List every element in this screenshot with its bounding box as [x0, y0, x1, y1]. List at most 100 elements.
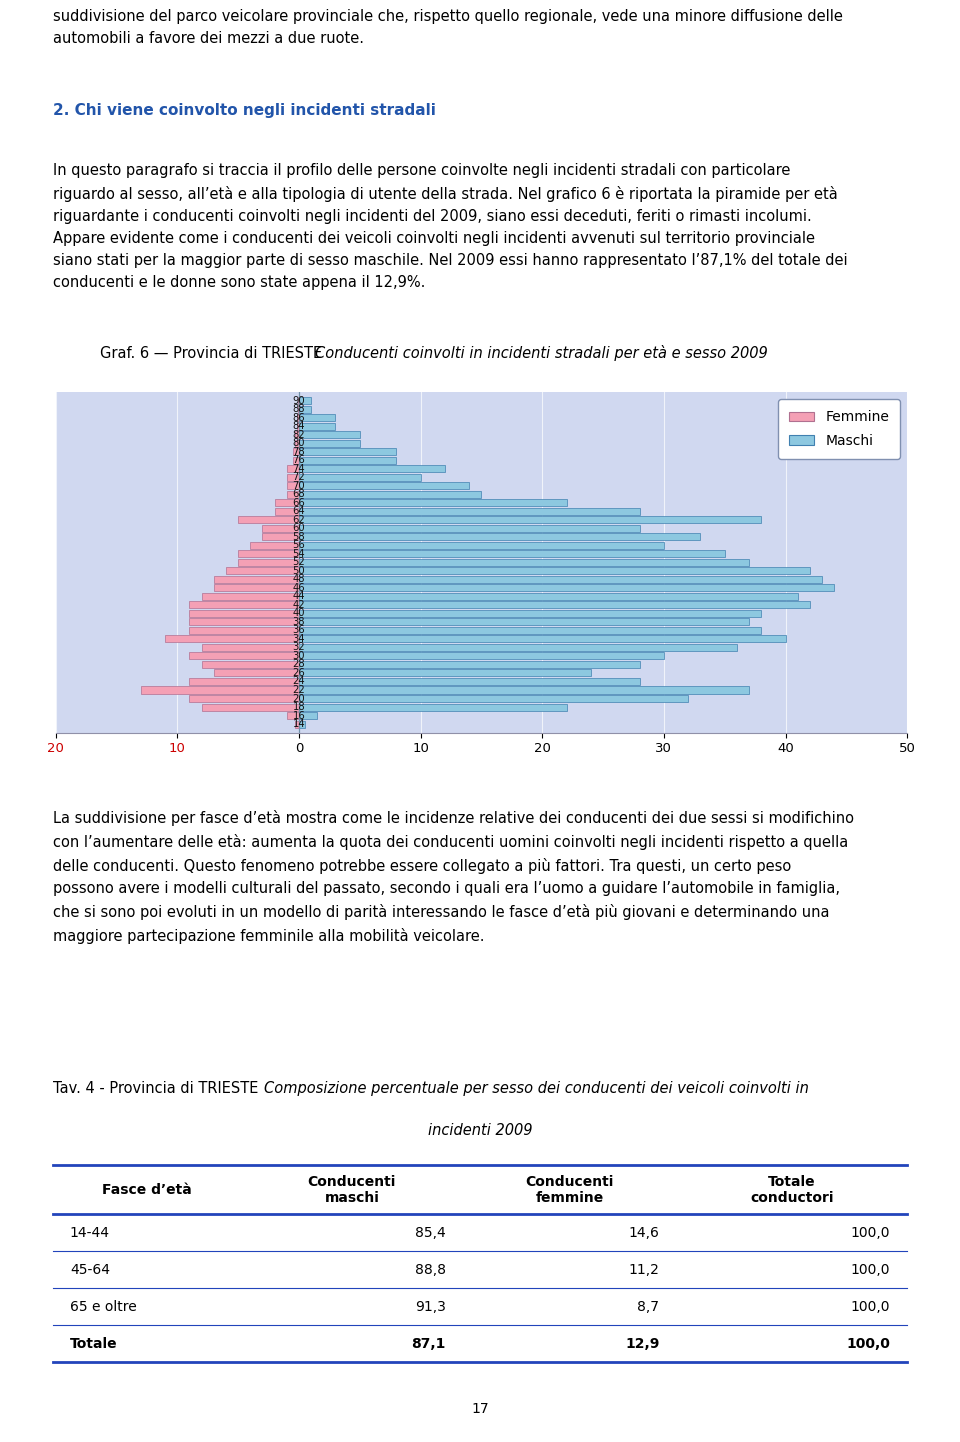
Bar [299, 423, 335, 430]
Text: Totale
conductori: Totale conductori [750, 1175, 833, 1206]
Text: 14-44: 14-44 [70, 1226, 109, 1240]
Bar [299, 669, 591, 676]
Text: 12,9: 12,9 [625, 1337, 660, 1351]
Bar [189, 695, 299, 702]
Bar [299, 712, 317, 720]
Bar [299, 686, 749, 694]
Text: La suddivisione per fasce d’età mostra come le incidenze relative dei conducenti: La suddivisione per fasce d’età mostra c… [53, 810, 853, 945]
Bar [299, 542, 664, 549]
Text: 90: 90 [293, 395, 305, 405]
Text: 36: 36 [293, 626, 305, 636]
Bar [251, 542, 299, 549]
Text: 91,3: 91,3 [415, 1299, 445, 1314]
Text: 62: 62 [293, 515, 305, 525]
Text: 30: 30 [293, 650, 305, 660]
Text: 48: 48 [293, 574, 305, 584]
Bar [299, 704, 566, 711]
Text: Conducenti
maschi: Conducenti maschi [307, 1175, 396, 1206]
Text: 65 e oltre: 65 e oltre [70, 1299, 136, 1314]
Bar [299, 466, 444, 473]
Text: 11,2: 11,2 [629, 1263, 660, 1276]
Bar [299, 584, 834, 591]
Bar [297, 414, 299, 421]
Bar [287, 712, 299, 720]
Bar [299, 397, 311, 404]
Bar [189, 601, 299, 609]
Text: 32: 32 [293, 643, 305, 652]
Text: 38: 38 [293, 617, 305, 627]
Bar [202, 593, 299, 600]
Text: 50: 50 [293, 565, 305, 575]
Bar [299, 678, 639, 685]
Bar [298, 405, 299, 412]
Bar [299, 431, 360, 438]
Text: 87,1: 87,1 [412, 1337, 445, 1351]
Text: 44: 44 [293, 591, 305, 601]
Text: In questo paragrafo si traccia il profilo delle persone coinvolte negli incident: In questo paragrafo si traccia il profil… [53, 163, 848, 290]
Bar [299, 593, 798, 600]
Bar [299, 721, 305, 728]
Text: 66: 66 [293, 497, 305, 508]
Text: 58: 58 [293, 532, 305, 542]
Bar [287, 466, 299, 473]
Bar [238, 516, 299, 523]
Bar [165, 636, 299, 643]
Text: Composizione percentuale per sesso dei conducenti dei veicoli coinvolti in: Composizione percentuale per sesso dei c… [264, 1082, 808, 1096]
Bar [299, 619, 749, 626]
Text: 60: 60 [293, 523, 305, 534]
Text: 54: 54 [293, 549, 305, 559]
Bar [287, 482, 299, 489]
Bar [287, 474, 299, 480]
Bar [262, 525, 299, 532]
Text: incidenti 2009: incidenti 2009 [428, 1123, 532, 1138]
Bar [299, 551, 725, 558]
Bar [299, 516, 761, 523]
Bar [202, 645, 299, 650]
Text: 45-64: 45-64 [70, 1263, 109, 1276]
Text: 76: 76 [293, 456, 305, 466]
Bar [299, 559, 749, 565]
Bar [299, 645, 737, 650]
Text: 22: 22 [293, 685, 305, 695]
Bar [299, 660, 639, 668]
Bar [299, 482, 469, 489]
Bar [238, 551, 299, 558]
Bar [141, 686, 299, 694]
Text: 17: 17 [471, 1402, 489, 1416]
Text: 84: 84 [293, 421, 305, 431]
Bar [214, 584, 299, 591]
Text: 40: 40 [293, 609, 305, 619]
Text: 88,8: 88,8 [415, 1263, 445, 1276]
Text: 20: 20 [293, 694, 305, 704]
Bar [299, 567, 810, 574]
Bar [202, 704, 299, 711]
Text: Tav. 4 - Provincia di TRIESTE: Tav. 4 - Provincia di TRIESTE [53, 1082, 263, 1096]
Bar [214, 669, 299, 676]
Bar [299, 457, 396, 464]
Bar [299, 575, 822, 583]
Text: 78: 78 [293, 447, 305, 457]
Bar [299, 652, 664, 659]
Text: 26: 26 [293, 668, 305, 678]
Text: 68: 68 [293, 489, 305, 499]
Bar [299, 601, 810, 609]
Text: 14,6: 14,6 [629, 1226, 660, 1240]
Bar [189, 678, 299, 685]
Text: 34: 34 [293, 634, 305, 645]
Bar [226, 567, 299, 574]
Text: 64: 64 [293, 506, 305, 516]
Bar [189, 652, 299, 659]
Legend: Femmine, Maschi: Femmine, Maschi [778, 399, 900, 459]
Text: 56: 56 [293, 541, 305, 551]
Text: Conducenti coinvolti in incidenti stradali per età e sesso 2009: Conducenti coinvolti in incidenti strada… [315, 345, 768, 362]
Text: Conducenti
femmine: Conducenti femmine [525, 1175, 613, 1206]
Text: 86: 86 [293, 412, 305, 423]
Text: 85,4: 85,4 [415, 1226, 445, 1240]
Text: Totale: Totale [70, 1337, 117, 1351]
Text: 82: 82 [293, 430, 305, 440]
Text: Graf. 6 — Provincia di TRIESTE: Graf. 6 — Provincia di TRIESTE [100, 346, 326, 360]
Text: 72: 72 [293, 473, 305, 482]
Bar [297, 423, 299, 430]
Bar [299, 636, 785, 643]
Text: 100,0: 100,0 [851, 1226, 890, 1240]
